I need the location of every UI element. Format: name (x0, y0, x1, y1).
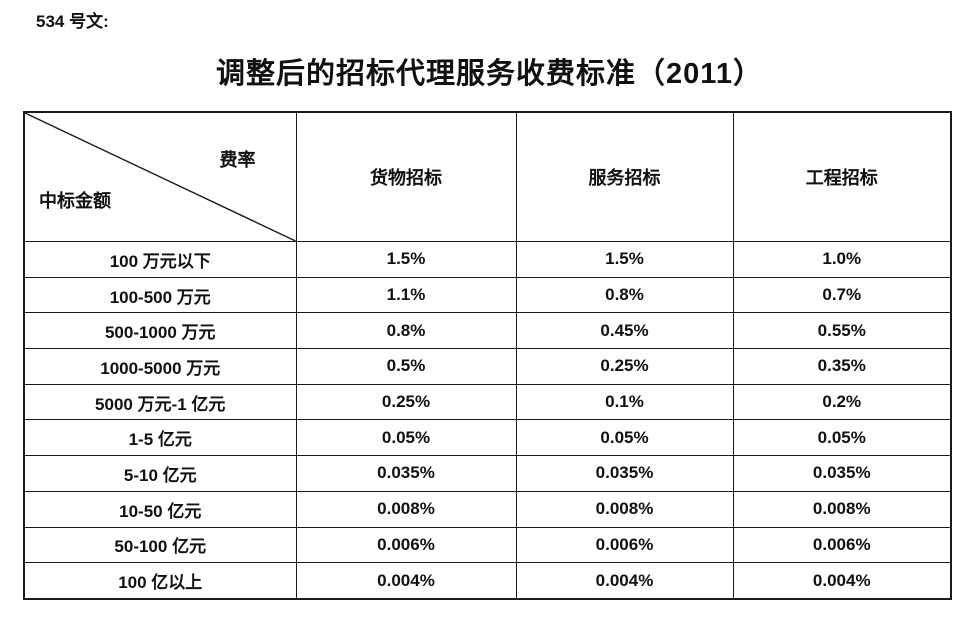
rate-cell: 1.1% (295, 276, 517, 314)
row-label-cell: 100 万元以下 (23, 241, 297, 278)
table-row: 100 万元以下 1.5% 1.5% 1.0% (23, 241, 952, 278)
rate-cell: 0.006% (515, 526, 734, 564)
row-label-cell: 100-500 万元 (23, 276, 297, 314)
rate-cell: 0.05% (295, 419, 517, 457)
rate-cell: 0.35% (732, 348, 952, 385)
row-label-cell: 1000-5000 万元 (23, 348, 297, 385)
table-row: 10-50 亿元 0.008% 0.008% 0.008% (23, 490, 952, 528)
rate-cell: 0.004% (732, 562, 952, 600)
row-label-cell: 100 亿以上 (23, 562, 297, 600)
rate-cell: 0.2% (732, 383, 952, 421)
rate-cell: 0.5% (295, 348, 517, 385)
rate-cell: 0.035% (295, 455, 517, 492)
fee-table: 费率 中标金额 货物招标 服务招标 工程招标 100 万元以下 1.5% 1.5… (23, 111, 952, 600)
corner-cell: 费率 中标金额 (23, 111, 297, 242)
corner-label-amount: 中标金额 (39, 191, 111, 211)
rate-cell: 0.008% (515, 490, 734, 528)
table-row: 5-10 亿元 0.035% 0.035% 0.035% (23, 455, 952, 492)
rate-cell: 0.25% (295, 383, 517, 421)
table-row: 1000-5000 万元 0.5% 0.25% 0.35% (23, 348, 952, 385)
rate-cell: 0.05% (515, 419, 734, 457)
table-row: 5000 万元-1 亿元 0.25% 0.1% 0.2% (23, 383, 952, 421)
table-row: 50-100 亿元 0.006% 0.006% 0.006% (23, 526, 952, 564)
page-title: 调整后的招标代理服务收费标准（2011） (216, 58, 763, 90)
row-label-cell: 50-100 亿元 (23, 526, 297, 564)
rate-cell: 0.004% (515, 562, 734, 600)
header-row: 费率 中标金额 货物招标 服务招标 工程招标 (23, 111, 952, 242)
row-label-cell: 5000 万元-1 亿元 (23, 383, 297, 421)
rate-cell: 0.7% (732, 276, 952, 314)
rate-cell: 0.8% (515, 276, 734, 314)
rate-cell: 0.004% (295, 562, 517, 600)
rate-cell: 0.008% (732, 490, 952, 528)
corner-label-rate: 费率 (219, 150, 256, 170)
rate-cell: 0.45% (515, 312, 734, 350)
column-header-services: 服务招标 (515, 111, 734, 242)
table-row: 1-5 亿元 0.05% 0.05% 0.05% (23, 419, 952, 457)
rate-cell: 0.1% (515, 383, 734, 421)
rate-cell: 0.25% (515, 348, 734, 385)
rate-cell: 0.008% (295, 490, 517, 528)
row-label-cell: 5-10 亿元 (23, 455, 297, 492)
table-row: 100-500 万元 1.1% 0.8% 0.7% (23, 276, 952, 314)
row-label-cell: 1-5 亿元 (23, 419, 297, 457)
rate-cell: 0.006% (732, 526, 952, 564)
rate-cell: 0.8% (295, 312, 517, 350)
column-header-goods: 货物招标 (295, 111, 517, 242)
row-label-cell: 10-50 亿元 (23, 490, 297, 528)
rate-cell: 0.55% (732, 312, 952, 350)
diagonal-divider-line (25, 113, 296, 241)
row-label-cell: 500-1000 万元 (23, 312, 297, 350)
table-row: 100 亿以上 0.004% 0.004% 0.004% (23, 562, 952, 600)
rate-cell: 1.5% (295, 241, 517, 278)
rate-cell: 0.035% (732, 455, 952, 492)
column-header-engineering: 工程招标 (732, 111, 952, 242)
rate-cell: 1.0% (732, 241, 952, 278)
rate-cell: 0.035% (515, 455, 734, 492)
doc-number-label: 534 号文: (36, 12, 109, 31)
rate-cell: 0.006% (295, 526, 517, 564)
rate-cell: 1.5% (515, 241, 734, 278)
table-row: 500-1000 万元 0.8% 0.45% 0.55% (23, 312, 952, 350)
rate-cell: 0.05% (732, 419, 952, 457)
